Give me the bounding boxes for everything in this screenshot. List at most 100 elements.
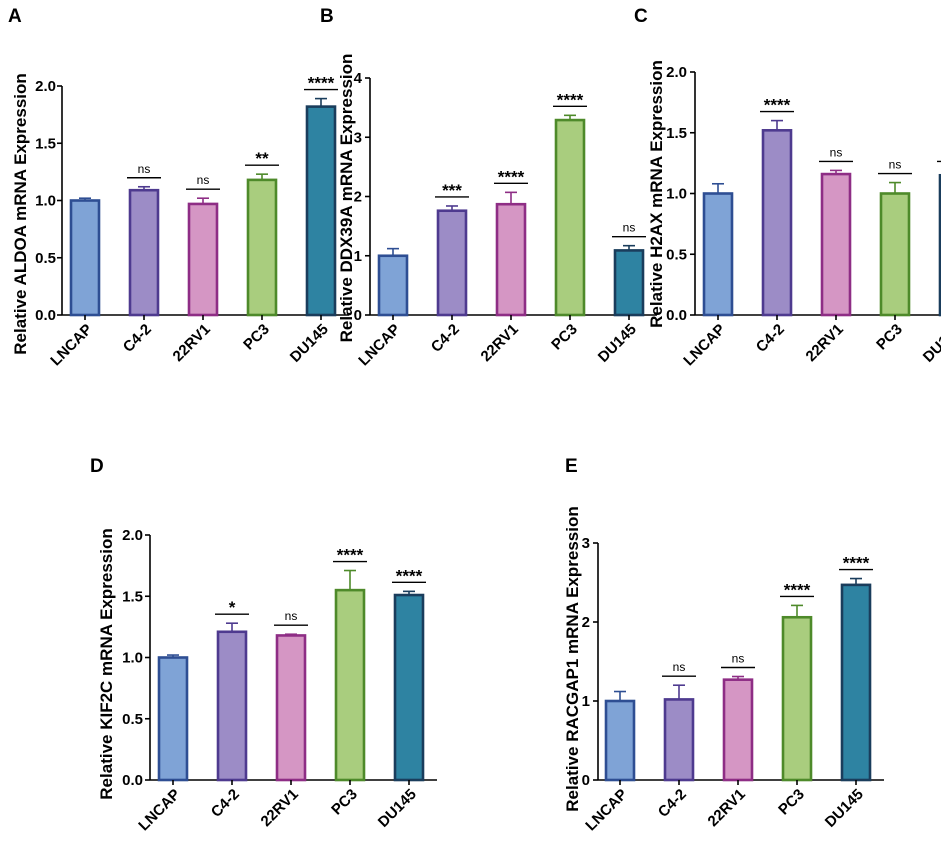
x-tick-label-du145: DU145 xyxy=(287,321,332,366)
bar-22rv1 xyxy=(722,678,754,782)
bar-du145 xyxy=(840,583,872,782)
y-tick-label: 2 xyxy=(582,614,590,631)
y-tick-label: 0 xyxy=(582,772,590,789)
y-tick-label: 2.0 xyxy=(666,64,687,81)
x-tick-label-lncap: LNCAP xyxy=(135,786,184,835)
y-tick-label: 1 xyxy=(582,693,590,710)
y-tick-label: 3 xyxy=(582,535,590,552)
bar-c4-2 xyxy=(128,188,160,317)
bar-du145 xyxy=(305,105,337,317)
x-tick-label-22rv1: 22RV1 xyxy=(170,321,214,365)
y-tick-label: 0 xyxy=(354,307,362,324)
x-tick-label-pc3: PC3 xyxy=(775,786,808,819)
y-tick-label: 0.0 xyxy=(122,772,143,789)
bar-pc3 xyxy=(554,118,586,317)
y-tick-label: 1.0 xyxy=(35,193,56,210)
significance-label: ns xyxy=(673,660,686,674)
x-tick-label-22rv1: 22RV1 xyxy=(478,321,522,365)
x-tick-label-c4-2: C4-2 xyxy=(208,786,243,821)
x-tick-label-lncap: LNCAP xyxy=(355,321,404,370)
y-tick-label: 3 xyxy=(354,129,362,146)
x-tick-label-lncap: LNCAP xyxy=(47,321,96,370)
x-tick-label-du145: DU145 xyxy=(920,321,941,366)
bar-du145 xyxy=(613,249,645,317)
y-tick-label: 1.0 xyxy=(122,650,143,667)
bar-22rv1 xyxy=(495,202,527,317)
significance-label: ns xyxy=(197,173,210,187)
y-tick-label: 4 xyxy=(354,70,363,87)
bar-pc3 xyxy=(334,588,366,782)
panel-e: E Relative RACGAP1 mRNA Expression 0 1 2 3 LNC… xyxy=(563,456,884,834)
bar-du145 xyxy=(393,593,425,782)
y-tick-label: 1.5 xyxy=(666,125,687,142)
panel-letter: B xyxy=(320,6,334,27)
significance-label: *** xyxy=(442,181,462,200)
significance-label: **** xyxy=(557,90,584,109)
significance-label: **** xyxy=(337,546,364,565)
x-tick-label-pc3: PC3 xyxy=(328,786,361,819)
y-tick-label: 1.0 xyxy=(666,186,687,203)
bar-lncap xyxy=(157,656,189,782)
y-tick-label: 0.0 xyxy=(666,307,687,324)
y-tick-label: 0.5 xyxy=(122,711,143,728)
x-tick-label-pc3: PC3 xyxy=(873,321,906,354)
bar-c4-2 xyxy=(761,129,793,317)
bar-c4-2 xyxy=(663,698,695,782)
panel-d: D Relative KIF2C mRNA Expression 0.0 0.5 1.0… xyxy=(90,456,437,834)
x-tick-label-22rv1: 22RV1 xyxy=(803,321,847,365)
x-tick-label-c4-2: C4-2 xyxy=(655,786,690,821)
y-tick-label: 2.0 xyxy=(122,527,143,544)
x-tick-label-pc3: PC3 xyxy=(548,321,581,354)
x-tick-label-du145: DU145 xyxy=(822,786,867,831)
bar-lncap xyxy=(702,192,734,317)
x-tick-label-22rv1: 22RV1 xyxy=(705,786,749,830)
bar-lncap xyxy=(604,699,636,782)
bar-22rv1 xyxy=(275,634,307,782)
panel-c: C Relative H2AX mRNA Expression 0.0 0.5 1.0 1… xyxy=(634,6,941,369)
y-axis-title: Relative H2AX mRNA Expression xyxy=(647,60,666,328)
y-axis-title: Relative KIF2C mRNA Expression xyxy=(97,528,116,799)
x-tick-label-lncap: LNCAP xyxy=(582,786,631,835)
significance-label: **** xyxy=(308,74,335,93)
bar-22rv1 xyxy=(187,202,219,317)
bar-lncap xyxy=(377,254,409,317)
bar-c4-2 xyxy=(436,209,468,317)
significance-label: **** xyxy=(396,566,423,585)
bar-lncap xyxy=(69,199,101,317)
x-tick-label-c4-2: C4-2 xyxy=(753,321,788,356)
bar-pc3 xyxy=(879,192,911,317)
x-tick-label-du145: DU145 xyxy=(595,321,640,366)
panel-letter: A xyxy=(8,6,22,27)
y-tick-label: 2.0 xyxy=(35,78,56,95)
x-tick-label-22rv1: 22RV1 xyxy=(258,786,302,830)
bar-c4-2 xyxy=(216,630,248,782)
y-axis-title: Relative ALDOA mRNA Expression xyxy=(11,73,30,355)
y-axis-title: Relative RACGAP1 mRNA Expression xyxy=(563,506,582,811)
significance-label: * xyxy=(229,598,236,617)
y-tick-label: 2 xyxy=(354,189,362,206)
significance-label: **** xyxy=(764,96,791,115)
significance-label: ns xyxy=(138,162,151,176)
y-axis-title: Relative DDX39A mRNA Expression xyxy=(337,54,356,343)
significance-label: ns xyxy=(623,221,636,235)
x-tick-label-lncap: LNCAP xyxy=(680,321,729,370)
significance-label: ns xyxy=(830,145,843,159)
panel-a: A Relative ALDOA mRNA Expression 0.0 0.5 1.0… xyxy=(8,6,349,369)
significance-label: **** xyxy=(843,554,870,573)
significance-label: ns xyxy=(285,609,298,623)
significance-label: ns xyxy=(732,652,745,666)
x-tick-label-pc3: PC3 xyxy=(240,321,273,354)
bar-22rv1 xyxy=(820,172,852,317)
panel-letter: C xyxy=(634,6,648,27)
significance-label: **** xyxy=(784,580,811,599)
panel-letter: D xyxy=(90,456,104,477)
significance-label: **** xyxy=(498,167,525,186)
bar-pc3 xyxy=(246,178,278,317)
x-tick-label-du145: DU145 xyxy=(375,786,420,831)
y-tick-label: 1 xyxy=(354,248,362,265)
panel-letter: E xyxy=(565,456,578,477)
y-tick-label: 0.0 xyxy=(35,307,56,324)
